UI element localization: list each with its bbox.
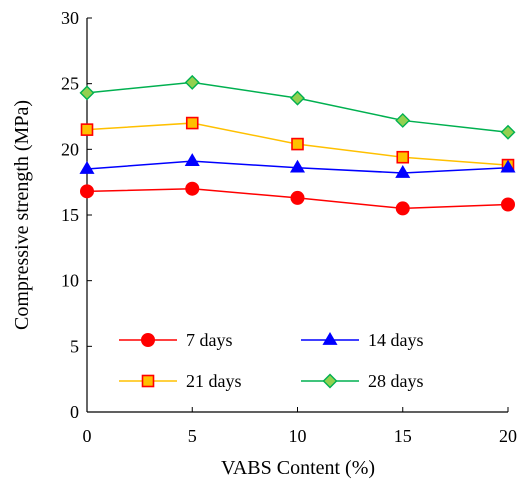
series-7-days [80,181,515,216]
data-point [289,159,306,173]
axes [86,18,508,413]
series-line [86,81,509,134]
y-tick-label: 20 [61,139,79,159]
data-point [500,159,516,173]
series-14-days [79,153,516,178]
data-point [80,184,94,199]
data-point [185,181,200,196]
data-point [500,124,516,140]
legend-label: 28 days [368,371,424,391]
data-point [501,197,515,212]
x-tick-label: 5 [188,426,197,446]
legend-item-14-days: 14 days [301,330,424,350]
ticks: 0 5 10 15 20 25 30 0 5 10 15 20 [61,8,517,446]
data-point [395,164,411,178]
series [79,74,516,216]
data-point [396,150,410,164]
data-point [80,123,94,136]
y-tick-label: 30 [61,8,79,28]
data-point [184,153,200,166]
legend-label: 14 days [368,330,424,350]
data-point [395,201,410,216]
data-point [184,74,200,90]
y-tick-label: 25 [61,74,79,94]
data-point [185,116,199,130]
data-point [79,161,95,174]
y-axis-title: Compressive strength (MPa) [11,100,33,330]
legend-label: 21 days [186,371,242,391]
y-tick-label: 0 [70,402,79,422]
legend-item-21-days: 21 days [119,371,242,391]
series-28-days [79,74,516,140]
data-point [291,137,304,151]
x-tick-label: 10 [289,426,307,446]
x-axis-title: VABS Content (%) [221,457,375,479]
data-point [290,190,305,205]
y-tick-label: 15 [61,205,79,225]
legend-marker [322,332,338,345]
legend: 7 days 14 days 21 days 28 days [119,330,424,391]
data-point [290,90,305,106]
data-point [79,85,95,101]
legend-item-7-days: 7 days [119,330,233,350]
legend-item-28-days: 28 days [301,371,424,391]
legend-marker [141,374,155,388]
legend-marker [141,333,155,347]
y-tick-label: 10 [61,271,79,291]
x-tick-label: 15 [394,426,412,446]
y-tick-label: 5 [70,336,79,356]
x-tick-label: 20 [499,426,517,446]
legend-marker [322,373,338,389]
legend-label: 7 days [186,330,233,350]
data-point [395,112,411,128]
x-tick-label: 0 [83,426,92,446]
